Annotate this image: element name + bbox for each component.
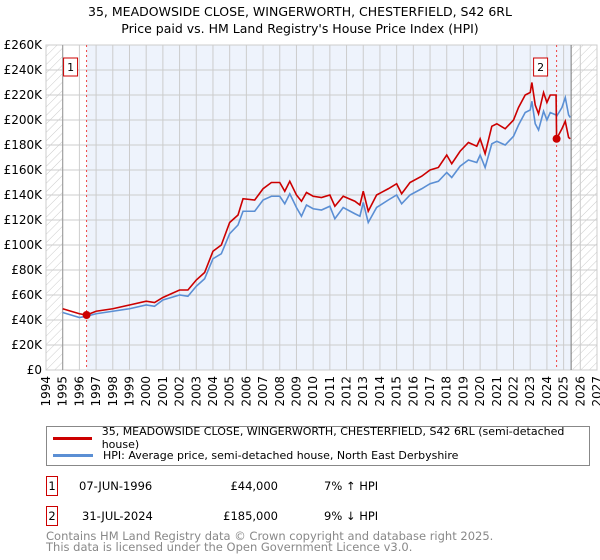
x-tick-label: 2009: [289, 376, 303, 407]
legend-item-property: 35, MEADOWSIDE CLOSE, WINGERWORTH, CHEST…: [53, 425, 589, 451]
x-tick-label: 2018: [440, 376, 454, 407]
property-line: [62, 82, 571, 316]
y-tick-label: £160K: [4, 163, 44, 177]
x-tick-label: 2026: [573, 376, 587, 407]
x-tick-label: 2019: [456, 376, 470, 407]
x-tick-label: 2016: [406, 376, 420, 407]
legend-label: HPI: Average price, semi-detached house,…: [103, 448, 459, 462]
x-tick-label: 2014: [373, 376, 387, 407]
chart-title: 35, MEADOWSIDE CLOSE, WINGERWORTH, CHEST…: [88, 4, 512, 19]
y-tick-label: £60K: [11, 288, 43, 302]
x-tick-label: 2003: [189, 376, 203, 407]
legend-swatch-blue: [53, 453, 93, 457]
y-tick-label: £220K: [4, 88, 44, 102]
footer-line: This data is licensed under the Open Gov…: [46, 540, 413, 554]
x-tick-label: 2004: [206, 376, 220, 407]
sale-marker: 1: [46, 476, 58, 496]
x-tick-label: 2017: [423, 376, 437, 407]
sale-date: 07-JUN-1996: [79, 479, 153, 493]
legend: 35, MEADOWSIDE CLOSE, WINGERWORTH, CHEST…: [46, 425, 590, 466]
price-chart: £0 £20K £40K £60K £80K £100K £120K £140K £160K £1…: [4, 38, 600, 407]
legend-item-hpi: HPI: Average price, semi-detached house,…: [53, 447, 458, 463]
sale-marker: 2: [46, 506, 58, 526]
y-tick-label: £140K: [4, 188, 44, 202]
x-tick-label: 2027: [590, 376, 600, 407]
x-tick-label: 2001: [156, 376, 170, 407]
sale-label-box: [533, 57, 549, 77]
y-tick-label: £180K: [4, 138, 44, 152]
sale-label-box: [63, 57, 79, 77]
sale-row: 2 31-JUL-2024 £185,000 9% ↓ HPI: [46, 506, 546, 528]
y-tick-label: £260K: [4, 38, 44, 52]
y-tick-label: £0: [27, 363, 42, 377]
sale-price: £185,000: [223, 509, 278, 523]
x-tick-label: 2023: [523, 376, 537, 407]
y-tick-label: £200K: [4, 113, 44, 127]
x-tick-label: 1998: [106, 376, 120, 407]
legend-swatch-red: [53, 436, 92, 440]
x-tick-label: 2008: [273, 376, 287, 407]
x-tick-label: 2022: [507, 376, 521, 407]
x-tick-label: 2006: [239, 376, 253, 407]
x-tick-label: 2013: [356, 376, 370, 407]
x-tick-label: 2005: [223, 376, 237, 407]
sale-price: £44,000: [230, 479, 278, 493]
x-tick-label: 1994: [39, 376, 53, 407]
hpi-line: [62, 94, 571, 319]
sale-label: 1: [67, 61, 74, 74]
sale-hpi: 9% ↓ HPI: [324, 509, 379, 523]
x-tick-label: 1997: [89, 376, 103, 407]
x-tick-label: 2021: [490, 376, 504, 407]
y-tick-label: £240K: [4, 63, 44, 77]
sale-hpi: 7% ↑ HPI: [324, 479, 379, 493]
x-tick-label: 2002: [173, 376, 187, 407]
y-tick-label: £80K: [11, 263, 43, 277]
footer: Contains HM Land Registry data © Crown c…: [46, 529, 494, 554]
x-tick-label: 2012: [340, 376, 354, 407]
footer-line: Contains HM Land Registry data © Crown c…: [46, 529, 494, 543]
x-tick-label: 1999: [122, 376, 136, 407]
y-tick-label: £100K: [4, 238, 44, 252]
hatched-region-left: [46, 45, 63, 370]
sale-date: 31-JUL-2024: [82, 509, 153, 523]
chart-subtitle: Price paid vs. HM Land Registry's House …: [121, 21, 479, 36]
sale-label: 2: [537, 61, 544, 74]
x-tick-label: 2010: [306, 376, 320, 407]
y-tick-label: £120K: [4, 213, 44, 227]
x-tick-label: 2000: [139, 376, 153, 407]
x-tick-label: 2020: [473, 376, 487, 407]
sale-row: 1 07-JUN-1996 £44,000 7% ↑ HPI: [46, 476, 546, 498]
y-tick-label: £40K: [11, 313, 43, 327]
x-tick-label: 2011: [323, 376, 337, 407]
x-tick-label: 1996: [72, 376, 86, 407]
x-tick-label: 2025: [557, 376, 571, 407]
x-tick-label: 1995: [56, 376, 70, 407]
sale-point: [552, 134, 561, 143]
hatched-region-right: [571, 45, 597, 370]
x-tick-label: 2015: [390, 376, 404, 407]
y-tick-label: £20K: [11, 338, 43, 352]
x-tick-label: 2007: [256, 376, 270, 407]
sale-point: [82, 311, 91, 319]
legend-label: 35, MEADOWSIDE CLOSE, WINGERWORTH, CHEST…: [101, 425, 565, 451]
x-tick-label: 2024: [540, 376, 554, 407]
